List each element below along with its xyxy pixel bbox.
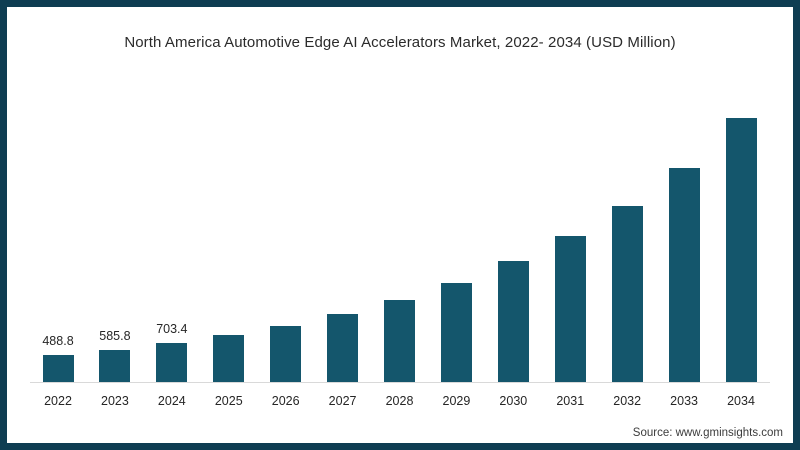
- x-axis-tick-label-2034: 2034: [727, 394, 755, 408]
- x-axis-tick-label-2033: 2033: [670, 394, 698, 408]
- bar-2025: [213, 335, 245, 382]
- x-axis-tick-label-2030: 2030: [499, 394, 528, 408]
- bar-2034: [725, 118, 757, 382]
- source-attribution: Source: www.gminsights.com: [632, 427, 783, 439]
- bar-chart-plot: 488.8 2022 585.8 2023 703.4 2024 2025 2026 2027 2…: [7, 7, 793, 443]
- chart-canvas: North America Automotive Edge AI Acceler…: [7, 7, 793, 443]
- bar-2029: [440, 283, 472, 382]
- bar-2024: [156, 343, 188, 382]
- x-axis-tick-label-2031: 2031: [556, 394, 585, 408]
- x-axis-tick-label-2029: 2029: [442, 394, 471, 408]
- bar-value-label-2023: 585.8: [99, 329, 131, 343]
- x-axis-tick-label-2023: 2023: [101, 394, 129, 408]
- bar-2030: [497, 261, 529, 382]
- x-axis-tick-label-2027: 2027: [328, 394, 357, 408]
- bar-2022: [42, 355, 74, 382]
- bar-2027: [327, 314, 359, 382]
- bar-value-label-2024: 703.4: [156, 322, 188, 336]
- bar-2032: [611, 206, 643, 382]
- bar-2033: [668, 168, 700, 382]
- chart-title: North America Automotive Edge AI Acceler…: [124, 34, 676, 51]
- x-axis-tick-label-2025: 2025: [214, 394, 243, 408]
- x-axis-tick-label-2024: 2024: [157, 394, 186, 408]
- x-axis-tick-label-2022: 2022: [44, 394, 72, 408]
- x-axis-tick-label-2026: 2026: [271, 394, 300, 408]
- bar-2031: [554, 236, 586, 382]
- bar-2023: [99, 350, 131, 382]
- x-axis-line: [30, 382, 770, 383]
- bar-value-label-2022: 488.8: [42, 334, 74, 348]
- x-axis-tick-label-2032: 2032: [613, 394, 642, 408]
- bar-2026: [270, 326, 302, 382]
- x-axis-tick-label-2028: 2028: [385, 394, 414, 408]
- bar-2028: [384, 300, 415, 382]
